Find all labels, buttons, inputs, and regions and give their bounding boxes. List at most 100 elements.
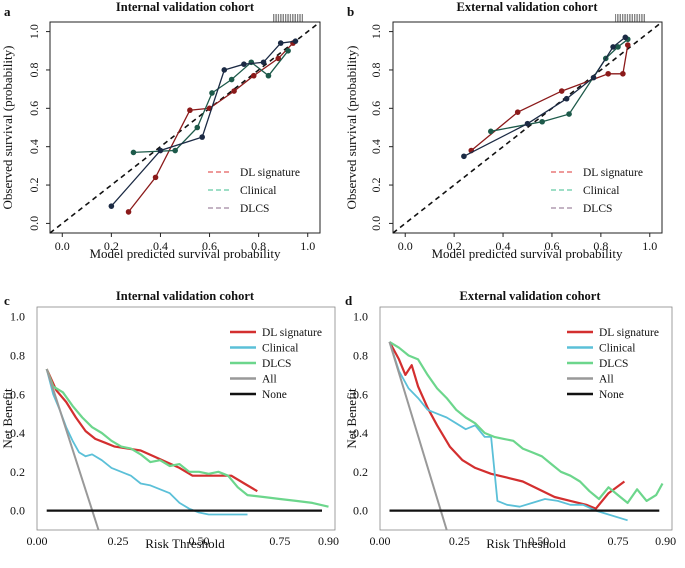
panel-b: b External validation cohort 0.0 0.2 0.4 0.6 0… [344, 0, 663, 261]
y-tick-label: 0.8 [10, 348, 25, 362]
calibration-point [615, 44, 621, 50]
calibration-point [228, 76, 235, 83]
x-tick-label: 0.8 [251, 239, 266, 253]
calibration-point [260, 59, 267, 66]
x-tick-label: 0.4 [153, 239, 168, 253]
y-tick-label: 0.2 [369, 178, 383, 193]
y-tick-label: 1.0 [369, 24, 383, 39]
y-axis-label: Net Benefit [0, 388, 15, 449]
calibration-point [194, 124, 201, 131]
panel-letter: c [4, 293, 10, 308]
calibration-point [125, 209, 132, 215]
panel-letter: a [4, 4, 11, 19]
calibration-point [514, 109, 521, 115]
calibration-point [624, 42, 631, 48]
ideal-reference-line [392, 21, 663, 234]
legend-label-clinical: Clinical [583, 185, 619, 197]
legend: DL signature Clinical DLCS [208, 167, 300, 215]
y-tick-label: 0.4 [353, 426, 368, 440]
series-dlcs [108, 38, 299, 209]
calibration-point [622, 34, 629, 41]
calibration-line-dlcs [463, 36, 626, 157]
x-tick-label: 0.6 [202, 239, 217, 253]
legend-label-dlcs: DLCS [240, 203, 269, 215]
calibration-point [265, 72, 272, 79]
calibration-point [461, 153, 467, 160]
x-tick-label: 0.90 [655, 534, 676, 548]
calibration-point [292, 38, 299, 44]
calibration-point [524, 120, 531, 127]
y-tick-label: 0.6 [27, 101, 41, 116]
y-axis-label: Net Benefit [344, 388, 359, 449]
legend-label-clinical: Clinical [599, 343, 635, 355]
calibration-point [130, 149, 137, 156]
y-tick-label: 0.4 [27, 139, 41, 154]
decision-curve-all [388, 341, 448, 531]
calibration-point [199, 134, 205, 140]
calibration-point [231, 88, 237, 94]
x-tick-label: 0.75 [269, 534, 290, 548]
x-tick-label: 1.0 [300, 239, 315, 253]
y-tick-label: 0.4 [10, 426, 25, 440]
calibration-point [605, 70, 611, 77]
x-tick-label: 0.75 [608, 534, 629, 548]
calibration-point [488, 128, 494, 135]
y-tick-label: 0.6 [369, 101, 383, 116]
calibration-line-clinical [133, 50, 289, 154]
calibration-line-dlcs [110, 40, 296, 207]
y-axis-label: Observed survival (probability) [0, 46, 15, 210]
y-tick-label: 0.0 [27, 216, 41, 231]
calibration-point [172, 147, 178, 154]
legend-label-dl-signature: DL signature [262, 327, 322, 339]
legend-label-none: None [262, 389, 287, 401]
x-tick-label: 0.8 [593, 239, 608, 253]
panel-letter: b [347, 4, 354, 19]
panel-title: External validation cohort [457, 0, 599, 14]
panel-title: Internal validation cohort [116, 289, 255, 303]
decision-curve-dl-signature [45, 368, 258, 493]
x-axis-label: Risk Threshold [486, 536, 566, 551]
legend-label-all: All [599, 374, 614, 386]
series-clinical [488, 36, 631, 135]
decision-curve-dl-signature [388, 341, 626, 510]
calibration-point [539, 118, 545, 125]
rug-marks [273, 14, 303, 22]
calibration-point [157, 147, 164, 154]
y-tick-label: 0.2 [353, 465, 368, 479]
calibration-point [277, 40, 284, 46]
y-axis-label: Observed survival (probability) [344, 46, 359, 210]
legend: DL signature Clinical DLCS All None [230, 327, 322, 401]
y-tick-label: 0.0 [10, 504, 25, 518]
decision-curve-all [45, 368, 100, 531]
x-tick-label: 0.50 [188, 534, 209, 548]
legend-label-dl-signature: DL signature [599, 327, 659, 339]
y-tick-label: 1.0 [10, 310, 25, 324]
y-tick-label: 0.2 [10, 465, 25, 479]
x-axis-label: Risk Threshold [145, 536, 225, 551]
calibration-point [221, 67, 228, 73]
x-tick-label: 0.25 [449, 534, 470, 548]
x-tick-label: 0.00 [370, 534, 391, 548]
calibration-point [558, 88, 565, 94]
x-tick-label: 0.0 [398, 239, 413, 253]
calibration-point [152, 174, 159, 181]
legend: DL signature Clinical DLCS All None [567, 327, 659, 401]
ideal-reference-line [49, 21, 321, 234]
panel-c: c Internal validation cohort 0.0 0.2 0.4 0.6 0… [0, 289, 339, 551]
plot-frame [36, 306, 336, 531]
y-tick-label: 0.0 [369, 216, 383, 231]
x-tick-label: 0.25 [107, 534, 128, 548]
legend-label-dlcs: DLCS [599, 358, 628, 370]
calibration-line-dl-signature [470, 44, 629, 152]
legend-label-clinical: Clinical [262, 343, 298, 355]
x-tick-label: 0.2 [104, 239, 119, 253]
panel-title: Internal validation cohort [116, 0, 255, 14]
x-tick-label: 0.2 [447, 239, 462, 253]
panel-letter: d [345, 293, 353, 308]
series-dl-signature [468, 42, 631, 154]
legend-label-dl-signature: DL signature [240, 167, 300, 179]
y-tick-label: 0.6 [353, 387, 368, 401]
decision-curve-clinical [45, 368, 248, 516]
legend-label-all: All [262, 374, 277, 386]
x-axis-label: Model predicted survival probability [90, 246, 281, 261]
